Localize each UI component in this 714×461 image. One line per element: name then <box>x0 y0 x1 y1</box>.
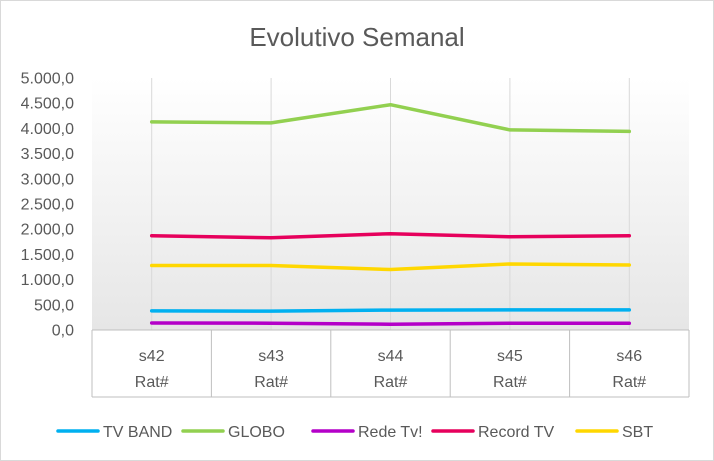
legend: TV BAND GLOBO Rede Tv! Record TV SBT <box>56 424 653 441</box>
y-tick-label: 4.500,0 <box>21 96 74 113</box>
x-axis-table: s42 Rat# s43 Rat# s44 Rat# s45 Rat# s46 Rat# <box>91 329 690 398</box>
y-tick-label: 1.500,0 <box>21 247 74 264</box>
series-line-sbt <box>149 262 632 272</box>
series-lines <box>149 102 632 326</box>
y-tick-label: 3.500,0 <box>21 146 74 163</box>
y-tick-label: 2.000,0 <box>21 222 74 239</box>
series-line-rede-tv <box>149 321 632 326</box>
chart-title: Evolutivo Semanal <box>249 22 464 52</box>
y-tick-label: 2.500,0 <box>21 197 74 214</box>
x-category-label: s42 <box>139 348 165 365</box>
legend-label: TV BAND <box>103 424 172 441</box>
y-tick-label: 5.000,0 <box>21 71 74 88</box>
legend-label: Record TV <box>478 424 555 441</box>
y-tick-label: 4.000,0 <box>21 121 74 138</box>
x-sublabel: Rat# <box>135 374 169 391</box>
y-axis-ticks: 5.000,0 4.500,0 4.000,0 3.500,0 3.000,0 2.500… <box>21 71 74 340</box>
x-category-label: s44 <box>378 348 404 365</box>
y-tick-label: 1.000,0 <box>21 272 74 289</box>
x-category-label: s43 <box>258 348 284 365</box>
y-tick-label: 0,0 <box>52 323 74 340</box>
legend-label: Rede Tv! <box>358 424 423 441</box>
x-sublabel: Rat# <box>374 374 408 391</box>
series-line-tv-band <box>149 308 632 313</box>
legend-label: GLOBO <box>228 424 285 441</box>
x-sublabel: Rat# <box>612 374 646 391</box>
x-sublabel: Rat# <box>254 374 288 391</box>
y-tick-label: 3.000,0 <box>21 171 74 188</box>
y-tick-label: 500,0 <box>34 297 74 314</box>
series-line-record-tv <box>149 231 632 240</box>
x-category-label: s46 <box>616 348 642 365</box>
series-line-globo <box>149 102 632 134</box>
legend-label: SBT <box>622 424 653 441</box>
x-category-label: s45 <box>497 348 523 365</box>
x-sublabel: Rat# <box>493 374 527 391</box>
grid-lines <box>151 78 630 330</box>
